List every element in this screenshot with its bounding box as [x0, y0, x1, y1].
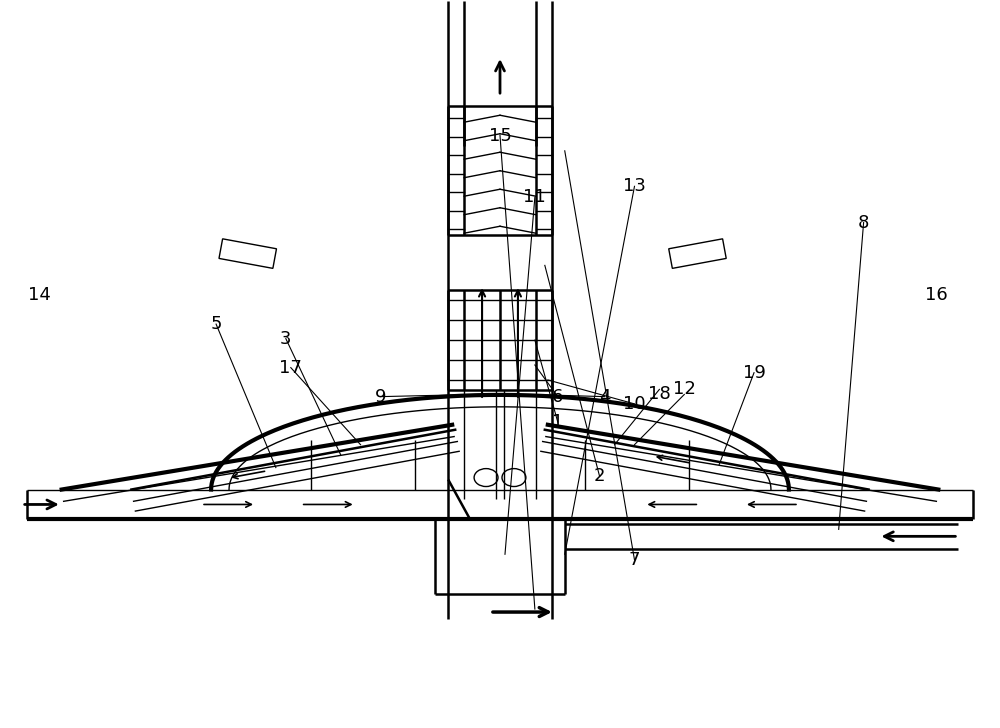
Text: 17: 17 [279, 359, 302, 376]
Text: 15: 15 [489, 127, 511, 145]
Text: 6: 6 [552, 387, 563, 405]
Text: 1: 1 [552, 413, 563, 431]
Text: 4: 4 [599, 387, 610, 405]
Text: 7: 7 [629, 551, 640, 569]
Text: 13: 13 [623, 178, 646, 195]
Text: 14: 14 [28, 286, 51, 304]
Text: 2: 2 [594, 467, 605, 486]
Text: 19: 19 [743, 364, 765, 381]
Text: 3: 3 [280, 330, 292, 347]
Text: 18: 18 [648, 385, 671, 403]
Text: 11: 11 [523, 189, 546, 206]
Text: 8: 8 [858, 213, 869, 232]
Text: 16: 16 [925, 286, 948, 304]
Text: 5: 5 [210, 315, 222, 333]
Text: 9: 9 [375, 387, 386, 405]
Text: 10: 10 [623, 395, 646, 413]
Text: 12: 12 [673, 381, 696, 398]
